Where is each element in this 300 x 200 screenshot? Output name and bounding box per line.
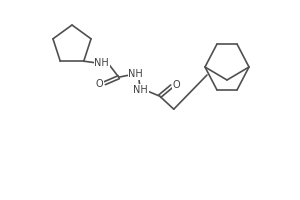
Text: NH: NH	[134, 85, 148, 95]
Text: O: O	[96, 79, 103, 89]
Text: NH: NH	[128, 69, 143, 79]
Text: O: O	[173, 80, 181, 90]
Text: NH: NH	[94, 58, 109, 68]
